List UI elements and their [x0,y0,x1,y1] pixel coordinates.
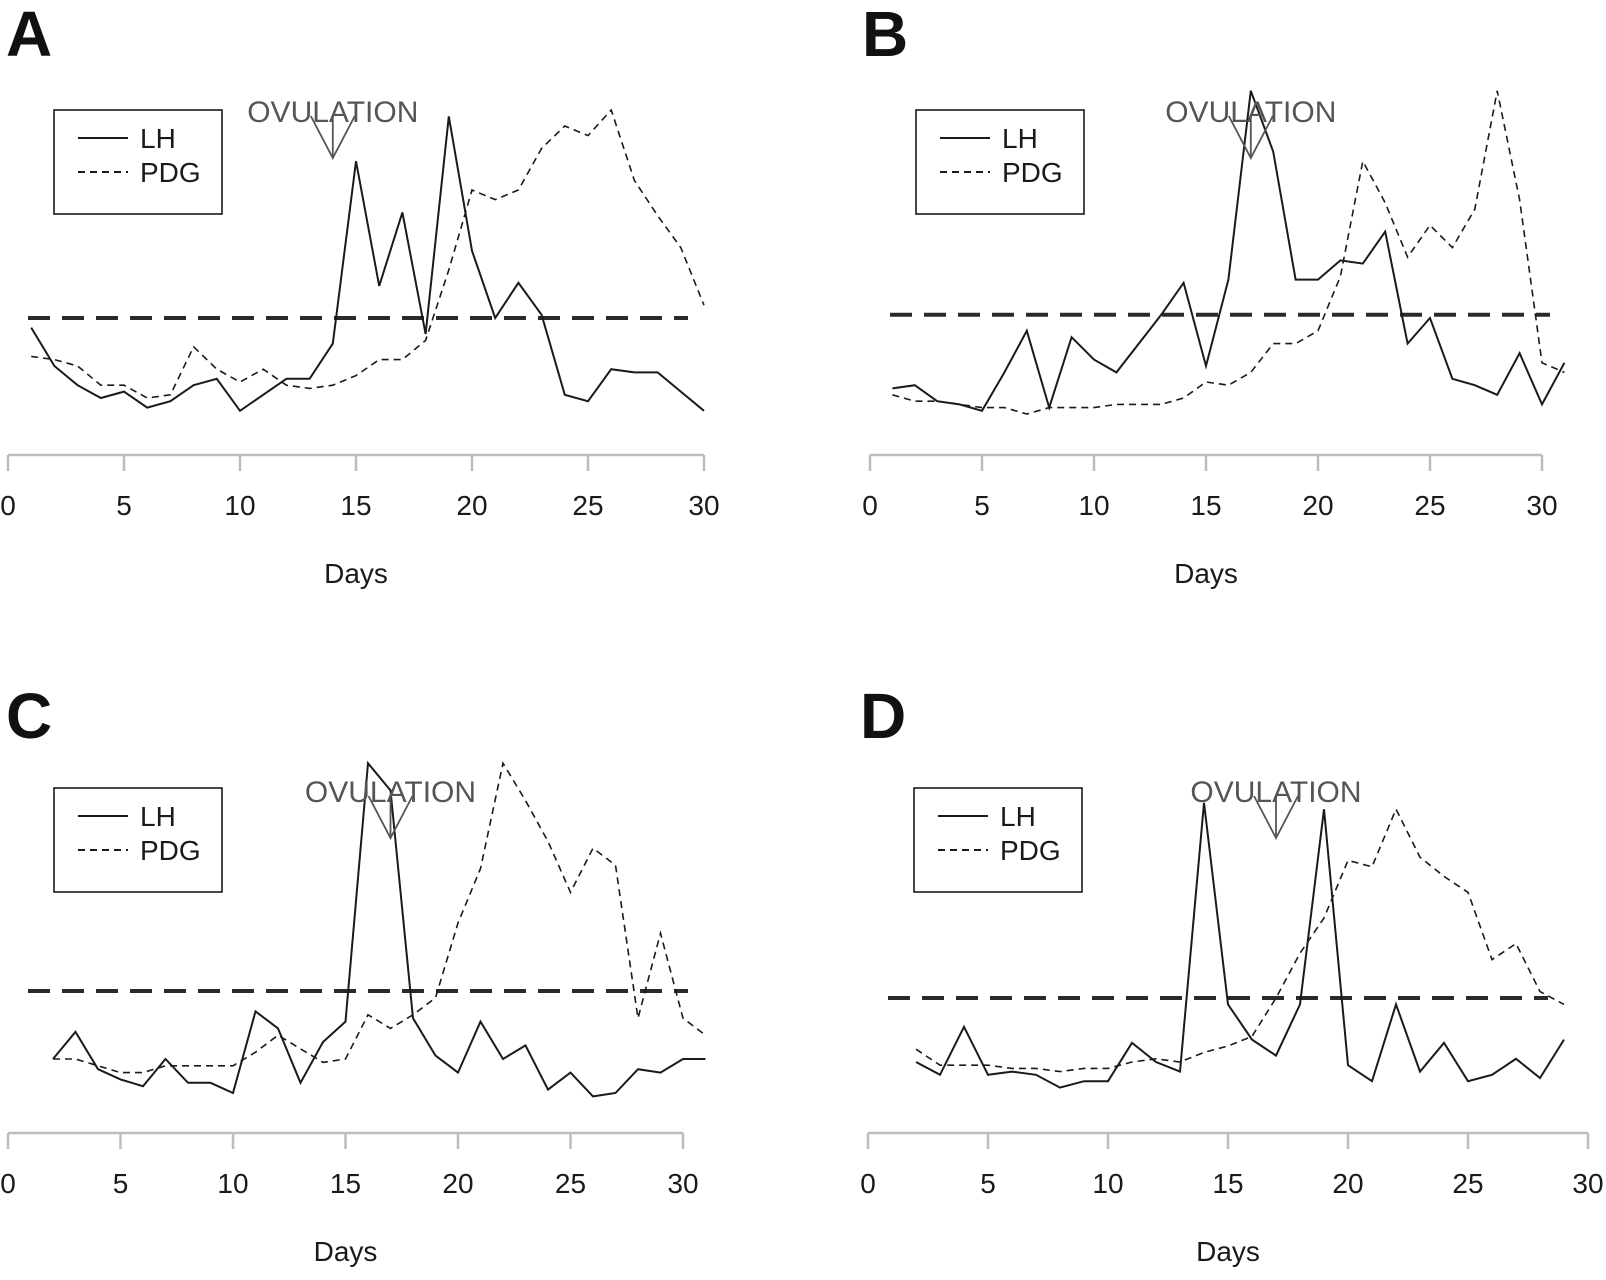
legend-label-pdg: PDG [140,835,201,866]
x-tick-label: 30 [1526,490,1557,521]
x-tick-label: 10 [1078,490,1109,521]
legend-label-pdg: PDG [1000,835,1061,866]
legend-label-pdg: PDG [1002,157,1063,188]
x-tick-label: 10 [217,1168,248,1199]
legend-box [915,109,1085,215]
series-line-lh [892,90,1566,412]
series-line-pdg [31,108,705,399]
x-axis-title: Days [1174,558,1238,589]
legend-label-lh: LH [1000,801,1036,832]
series-line-lh [30,116,705,413]
x-tick-label: 25 [1452,1168,1483,1199]
legend-label-lh: LH [1002,123,1038,154]
panel-label: D [860,680,906,752]
panel-label: C [6,680,52,752]
panel-label: A [6,0,52,70]
series-line-lh [915,802,1565,1089]
x-tick-label: 5 [113,1168,129,1199]
legend-label-pdg: PDG [140,157,201,188]
x-tick-label: 30 [1572,1168,1603,1199]
x-tick-label: 0 [862,490,878,521]
legend-box [53,109,223,215]
panel-label: B [862,0,908,70]
x-tick-label: 15 [1212,1168,1243,1199]
x-tick-label: 10 [1092,1168,1123,1199]
x-tick-label: 0 [0,1168,16,1199]
x-tick-label: 5 [980,1168,996,1199]
x-axis-title: Days [314,1236,378,1267]
x-tick-label: 15 [1190,490,1221,521]
x-tick-label: 20 [1332,1168,1363,1199]
x-axis-title: Days [1196,1236,1260,1267]
x-tick-label: 5 [116,490,132,521]
x-tick-label: 15 [330,1168,361,1199]
x-tick-label: 20 [456,490,487,521]
x-tick-label: 30 [688,490,719,521]
legend-box [53,787,223,893]
legend-label-lh: LH [140,123,176,154]
x-tick-label: 25 [1414,490,1445,521]
x-tick-label: 25 [555,1168,586,1199]
x-tick-label: 25 [572,490,603,521]
x-tick-label: 10 [224,490,255,521]
x-tick-label: 0 [860,1168,876,1199]
series-line-pdg [53,761,706,1074]
legend-box [913,787,1083,893]
series-line-pdg [892,90,1565,415]
series-line-pdg [915,807,1565,1073]
x-tick-label: 20 [442,1168,473,1199]
x-axis-title: Days [324,558,388,589]
series-line-lh [52,760,706,1098]
x-tick-label: 20 [1302,490,1333,521]
x-tick-label: 15 [340,490,371,521]
x-tick-label: 30 [667,1168,698,1199]
x-tick-label: 0 [0,490,16,521]
x-tick-label: 5 [974,490,990,521]
legend-label-lh: LH [140,801,176,832]
